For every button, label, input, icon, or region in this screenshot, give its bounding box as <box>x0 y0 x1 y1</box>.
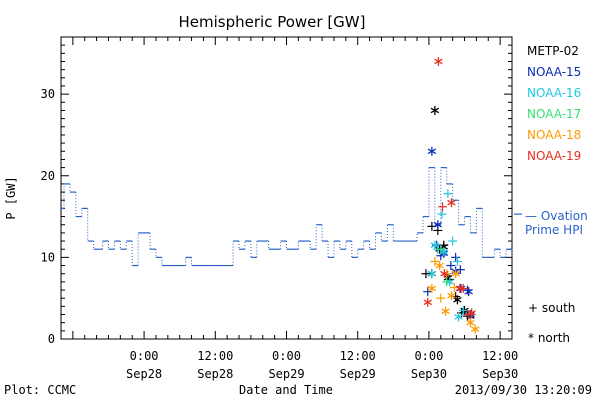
star-arm <box>427 148 437 155</box>
x-tick-label-date: Sep28 <box>197 367 233 381</box>
x-tick-labels: 0:00 Sep28 12:00 Sep28 0:00 Sep29 12:00 Sep29 0:… <box>126 349 518 381</box>
north-point <box>454 312 463 322</box>
legend-entry: NOAA-18 <box>527 128 581 142</box>
south-point <box>452 256 462 266</box>
star-arm <box>454 314 463 320</box>
legend-entry: NOAA-16 <box>527 86 581 100</box>
x-tick-label-date: Sep30 <box>482 367 518 381</box>
north-point <box>441 306 450 316</box>
star-arm <box>434 58 443 65</box>
star-arm <box>447 199 456 206</box>
y-tick-label: 30 <box>41 87 55 101</box>
satellite-points <box>421 56 480 334</box>
star-arm <box>427 270 437 277</box>
x-axis-label: Date and Time <box>239 383 333 397</box>
star-arm <box>427 285 437 292</box>
star-arm <box>447 292 456 299</box>
north-point <box>466 318 475 328</box>
star-arm <box>451 270 460 277</box>
south-point <box>438 202 448 212</box>
star-arm <box>430 107 440 114</box>
y-axis-label: P [GW] <box>4 176 18 219</box>
x-tick-label-time: 0:00 <box>414 349 443 363</box>
legend-south: + south <box>528 301 575 315</box>
star-arm <box>467 310 476 316</box>
x-tick-label-date: Sep30 <box>411 367 447 381</box>
y-tick-label: 0 <box>48 332 55 346</box>
legend-entry: NOAA-19 <box>527 149 581 163</box>
south-point <box>421 269 431 279</box>
plot-frame <box>60 36 513 340</box>
axes <box>60 36 513 340</box>
y-tick-label: 20 <box>41 169 55 183</box>
star-arm <box>443 274 453 281</box>
south-point <box>458 305 468 315</box>
legend-entry: METP-02 <box>527 44 579 58</box>
south-point <box>436 244 446 254</box>
ovation-label-line2: Prime HPI <box>525 223 583 237</box>
star-arm <box>433 221 443 228</box>
x-tick-label-time: 12:00 <box>197 349 233 363</box>
x-tick-label-time: 0:00 <box>130 349 159 363</box>
south-point <box>436 293 446 303</box>
ovation-label-line1: — Ovation <box>525 209 588 223</box>
star-arm <box>470 326 480 333</box>
north-point <box>435 261 444 271</box>
legend: METP-02 NOAA-15 NOAA-16 NOAA-17 NOAA-18 NOAA-… <box>527 44 581 163</box>
south-point <box>423 287 433 297</box>
legend-entry: NOAA-15 <box>527 65 581 79</box>
star-arm <box>423 299 432 306</box>
north-point <box>455 283 465 293</box>
north-point <box>427 146 437 156</box>
south-point <box>430 256 440 266</box>
north-point <box>464 287 473 297</box>
x-tick-label-time: 12:00 <box>340 349 376 363</box>
north-point <box>433 220 443 230</box>
north-point <box>447 198 456 208</box>
x-tick-label-time: 0:00 <box>272 349 301 363</box>
star-arm <box>455 285 465 292</box>
star-arm <box>466 319 475 326</box>
star-arm <box>440 270 449 277</box>
star-arm <box>464 288 473 295</box>
y-tick-labels: 0 10 20 30 <box>41 87 55 346</box>
north-point <box>440 269 449 279</box>
x-tick-label-date: Sep29 <box>268 367 304 381</box>
north-point <box>451 269 460 279</box>
star-arm <box>430 242 440 248</box>
south-point <box>451 252 461 262</box>
north-point <box>423 297 432 307</box>
timestamp: 2013/09/30 13:20:09 <box>455 383 592 397</box>
south-point <box>446 261 456 271</box>
legend-north: * north <box>528 331 570 345</box>
north-point <box>430 240 440 250</box>
north-point <box>434 56 443 66</box>
x-tick-label-time: 12:00 <box>482 349 518 363</box>
north-point <box>427 283 437 293</box>
south-point <box>443 189 453 199</box>
plot-credit: Plot: CCMC <box>4 383 76 397</box>
x-tick-label-date: Sep29 <box>340 367 376 381</box>
south-point <box>448 236 458 246</box>
ovation-series <box>61 166 522 267</box>
north-point <box>470 324 480 334</box>
chart-title: Hemispheric Power [GW] <box>179 13 366 31</box>
y-tick-label: 10 <box>41 250 55 264</box>
north-point <box>447 291 456 301</box>
star-arm <box>435 262 444 269</box>
north-point <box>430 105 440 115</box>
star-arm <box>441 308 450 315</box>
south-point <box>442 277 452 287</box>
legend-entry: NOAA-17 <box>527 107 581 121</box>
north-point <box>427 269 437 279</box>
x-tick-label-date: Sep28 <box>126 367 162 381</box>
north-point <box>467 308 476 318</box>
